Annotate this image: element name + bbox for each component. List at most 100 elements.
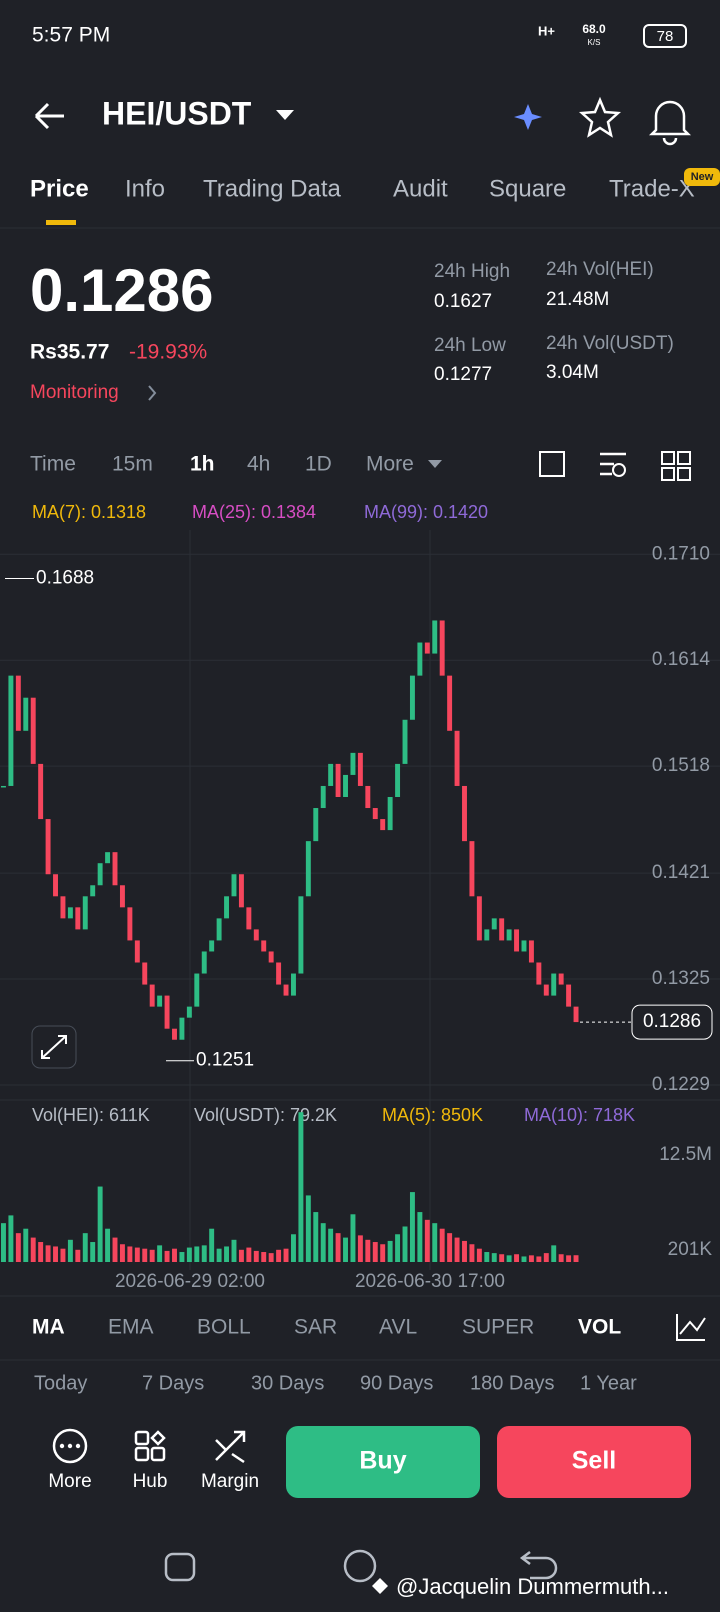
layout-button[interactable] [677, 467, 691, 481]
indicator-settings[interactable] [600, 452, 626, 476]
chart-settings[interactable] [539, 451, 565, 477]
candle [462, 785, 467, 842]
sell-button[interactable] [497, 1426, 691, 1498]
volume-bar [30, 1237, 36, 1262]
candle [38, 763, 44, 820]
tab[interactable]: Audit [393, 175, 448, 202]
ai-button[interactable] [514, 104, 542, 130]
candle [231, 874, 237, 897]
candle [372, 808, 378, 820]
hub-icon[interactable] [150, 1430, 166, 1446]
buy-label[interactable]: Buy [359, 1447, 406, 1475]
more-icon[interactable] [52, 1428, 88, 1464]
back-button[interactable] [34, 102, 64, 130]
candle [23, 697, 29, 731]
favorite-button[interactable] [578, 96, 622, 138]
nav-home[interactable] [343, 1549, 377, 1583]
candle [365, 785, 371, 809]
indicator-tab[interactable]: EMA [108, 1316, 154, 1339]
layout-button[interactable] [661, 467, 675, 481]
volume-bar [506, 1255, 512, 1262]
tab[interactable]: Price [30, 175, 89, 202]
candle [484, 929, 490, 941]
volume-bar [97, 1186, 103, 1262]
more-dot [75, 1443, 81, 1449]
volume-bar [387, 1240, 393, 1262]
volume-label: Vol(HEI): 611K [32, 1105, 150, 1125]
candle [454, 730, 460, 786]
layout-button[interactable] [677, 451, 691, 465]
candle [395, 763, 401, 798]
last-price-box [631, 1004, 713, 1040]
chart-type-button[interactable] [676, 1314, 706, 1341]
interval[interactable]: 4h [247, 453, 270, 476]
indicator-tab[interactable]: VOL [578, 1316, 621, 1339]
y-tick-label: 201K [668, 1239, 713, 1260]
interval[interactable]: 1h [190, 453, 215, 476]
volume-bar [343, 1237, 348, 1262]
volume-bar [372, 1242, 378, 1262]
volume-bar [1, 1223, 6, 1262]
volume-bar [439, 1228, 445, 1262]
battery-level: 78 [657, 28, 674, 45]
candle [402, 719, 408, 764]
volume-bar [357, 1235, 363, 1262]
action-label[interactable]: Hub [133, 1471, 168, 1492]
nav-back[interactable] [519, 1551, 558, 1580]
candle [305, 841, 311, 897]
interval[interactable]: More [366, 453, 414, 476]
margin-icon[interactable] [215, 1430, 246, 1464]
indicator-tab[interactable]: MA [32, 1316, 65, 1339]
sell-label[interactable]: Sell [572, 1447, 616, 1475]
candle [216, 918, 222, 941]
candle [149, 984, 155, 1007]
hub-icon[interactable] [134, 1430, 150, 1446]
interval[interactable]: Time [30, 453, 76, 476]
watermark: @Jacquelin Dummermuth... [396, 1574, 669, 1599]
nav-recents[interactable] [164, 1552, 196, 1582]
period-label: 30 Days [251, 1372, 324, 1394]
tab[interactable]: Square [489, 175, 566, 202]
price-change: -19.93% [129, 341, 207, 364]
volume-bar [105, 1228, 111, 1262]
tab[interactable]: Info [125, 175, 165, 202]
buy-button[interactable] [286, 1426, 480, 1498]
monitoring[interactable]: Monitoring [30, 382, 119, 403]
action-label[interactable]: More [48, 1471, 91, 1492]
volume-bar [484, 1252, 490, 1262]
volume-bar [276, 1249, 282, 1262]
candle [82, 896, 88, 930]
candle [491, 918, 497, 930]
layout-button[interactable] [661, 451, 675, 465]
indicator-settings[interactable] [612, 463, 626, 477]
candle [536, 962, 542, 985]
volume-bar [454, 1237, 460, 1262]
candle [119, 885, 125, 908]
tab[interactable]: Trading Data [203, 175, 342, 202]
more-dropdown[interactable] [428, 460, 442, 468]
alerts-button[interactable] [648, 100, 692, 146]
hub-icon[interactable] [134, 1446, 150, 1462]
interval[interactable]: 1D [305, 453, 332, 476]
indicator-tab[interactable]: SUPER [462, 1316, 534, 1339]
expand-icon[interactable] [41, 1035, 67, 1059]
interval[interactable]: 15m [112, 453, 153, 476]
pair-title[interactable]: HEI/USDT [102, 95, 252, 131]
volume-bar [238, 1249, 244, 1262]
expand-button[interactable] [31, 1025, 77, 1069]
indicator-tab[interactable]: BOLL [197, 1316, 251, 1339]
candle [417, 642, 423, 676]
candle [253, 929, 259, 941]
indicator-tab[interactable]: SAR [294, 1316, 337, 1339]
candle [283, 984, 289, 996]
volume-bar [558, 1254, 564, 1262]
indicator-tab[interactable]: AVL [379, 1316, 417, 1339]
pair-dropdown[interactable] [276, 110, 294, 120]
volume-bar [432, 1223, 438, 1262]
volume-bar [201, 1245, 207, 1262]
hub-icon[interactable] [150, 1446, 166, 1462]
volume-bar [462, 1240, 467, 1262]
tab[interactable]: Trade-X [609, 175, 695, 202]
action-label[interactable]: Margin [201, 1471, 259, 1492]
volume-bar [521, 1256, 527, 1262]
